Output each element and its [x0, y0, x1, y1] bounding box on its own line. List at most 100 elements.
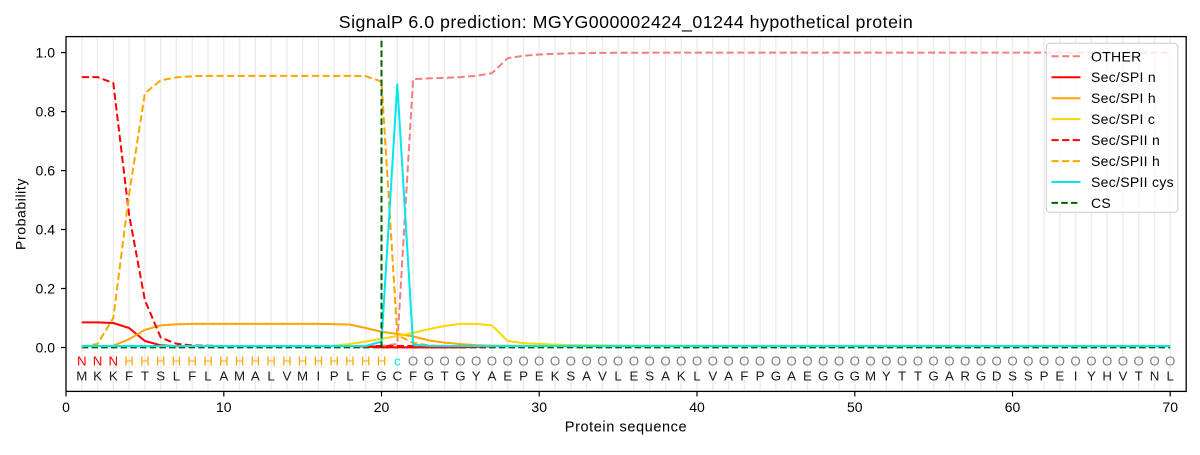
svg-text:V: V [1118, 369, 1127, 384]
svg-text:A: A [251, 369, 260, 384]
svg-text:O: O [897, 353, 907, 368]
svg-text:D: D [992, 369, 1002, 384]
svg-text:L: L [346, 369, 353, 384]
svg-text:Y: Y [472, 369, 481, 384]
svg-text:H: H [124, 353, 134, 368]
svg-text:G: G [818, 369, 828, 384]
svg-text:O: O [802, 353, 812, 368]
svg-text:O: O [518, 353, 528, 368]
svg-text:Y: Y [882, 369, 891, 384]
svg-text:H: H [172, 353, 182, 368]
svg-text:H: H [187, 353, 197, 368]
svg-text:R: R [960, 369, 970, 384]
svg-text:O: O [818, 353, 828, 368]
svg-text:O: O [676, 353, 686, 368]
svg-text:L: L [614, 369, 621, 384]
svg-text:O: O [723, 353, 733, 368]
svg-text:S: S [1008, 369, 1017, 384]
svg-text:OTHER: OTHER [1091, 48, 1142, 64]
svg-text:Sec/SPII n: Sec/SPII n [1091, 132, 1160, 148]
svg-text:0.0: 0.0 [36, 340, 56, 356]
svg-text:V: V [282, 369, 291, 384]
svg-text:A: A [724, 369, 733, 384]
svg-text:70: 70 [1162, 399, 1178, 415]
svg-text:P: P [756, 369, 765, 384]
svg-text:G: G [455, 369, 465, 384]
svg-text:F: F [409, 369, 417, 384]
svg-text:O: O [629, 353, 639, 368]
svg-text:H: H [329, 353, 339, 368]
svg-text:H: H [314, 353, 324, 368]
svg-text:G: G [376, 369, 386, 384]
svg-text:H: H [298, 353, 308, 368]
svg-text:c: c [394, 353, 401, 368]
svg-text:H: H [156, 353, 166, 368]
svg-text:M: M [76, 369, 87, 384]
svg-text:O: O [534, 353, 544, 368]
svg-text:H: H [1102, 369, 1112, 384]
svg-text:N: N [108, 353, 118, 368]
svg-text:0: 0 [62, 399, 70, 415]
svg-text:T: T [914, 369, 922, 384]
svg-text:N: N [1150, 369, 1160, 384]
svg-text:0.6: 0.6 [36, 163, 56, 179]
svg-text:S: S [156, 369, 165, 384]
svg-text:A: A [945, 369, 954, 384]
svg-text:O: O [424, 353, 434, 368]
svg-text:H: H [203, 353, 213, 368]
svg-text:0.2: 0.2 [36, 281, 56, 297]
svg-text:O: O [1134, 353, 1144, 368]
svg-text:Y: Y [1087, 369, 1096, 384]
svg-text:E: E [535, 369, 544, 384]
svg-text:H: H [266, 353, 276, 368]
svg-text:O: O [1118, 353, 1128, 368]
svg-text:F: F [125, 369, 133, 384]
svg-text:A: A [487, 369, 496, 384]
svg-text:O: O [771, 353, 781, 368]
svg-text:F: F [740, 369, 748, 384]
svg-text:10: 10 [216, 399, 232, 415]
svg-text:O: O [976, 353, 986, 368]
svg-text:0.8: 0.8 [36, 104, 56, 120]
svg-text:M: M [865, 369, 876, 384]
svg-text:O: O [881, 353, 891, 368]
svg-text:O: O [944, 353, 954, 368]
svg-text:O: O [1070, 353, 1080, 368]
svg-text:H: H [282, 353, 292, 368]
svg-text:G: G [850, 369, 860, 384]
svg-text:K: K [551, 369, 560, 384]
svg-text:H: H [361, 353, 371, 368]
svg-text:O: O [581, 353, 591, 368]
svg-text:S: S [645, 369, 654, 384]
svg-text:O: O [786, 353, 796, 368]
svg-text:30: 30 [531, 399, 547, 415]
svg-text:Sec/SPI c: Sec/SPI c [1091, 111, 1155, 127]
svg-text:I: I [317, 369, 321, 384]
svg-text:P: P [519, 369, 528, 384]
svg-text:60: 60 [1005, 399, 1021, 415]
svg-text:S: S [1024, 369, 1033, 384]
svg-text:Sec/SPI n: Sec/SPI n [1091, 69, 1156, 85]
svg-text:F: F [362, 369, 370, 384]
svg-text:E: E [1055, 369, 1064, 384]
svg-text:V: V [708, 369, 717, 384]
svg-text:Probability: Probability [13, 178, 29, 250]
svg-text:A: A [582, 369, 591, 384]
svg-text:20: 20 [374, 399, 390, 415]
svg-text:O: O [850, 353, 860, 368]
svg-text:Protein sequence: Protein sequence [565, 420, 687, 436]
svg-text:A: A [661, 369, 670, 384]
svg-text:F: F [188, 369, 196, 384]
svg-text:G: G [834, 369, 844, 384]
svg-text:50: 50 [847, 399, 863, 415]
svg-text:S: S [566, 369, 575, 384]
svg-text:O: O [739, 353, 749, 368]
svg-text:O: O [1039, 353, 1049, 368]
svg-text:O: O [1165, 353, 1175, 368]
svg-text:0.4: 0.4 [36, 222, 56, 238]
svg-text:A: A [787, 369, 796, 384]
svg-text:CS: CS [1091, 195, 1111, 211]
svg-text:M: M [297, 369, 308, 384]
svg-text:N: N [77, 353, 87, 368]
svg-text:P: P [1040, 369, 1049, 384]
